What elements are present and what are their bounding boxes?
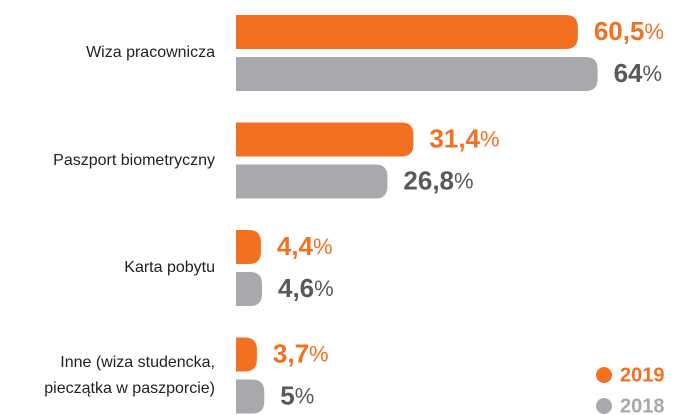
bar [236,337,257,372]
bar [236,379,265,414]
category-label: Paszport biometryczny [53,151,215,169]
legend-marker [596,367,612,383]
value-label: 4,6% [278,273,334,303]
category-label: Karta pobytu [124,259,215,276]
bar [236,122,414,157]
value-label: 26,8% [403,165,473,195]
legend-label: 2019 [620,364,665,386]
value-label: 64% [614,58,662,88]
category-label: Inne (wiza studencka, pieczątka w paszpo… [44,353,215,397]
bar [236,230,261,264]
value-label: 3,7% [273,338,329,368]
value-label: 5% [280,380,314,410]
value-label: 4,4% [277,231,333,261]
bar [236,272,262,306]
bar [236,15,578,49]
bar [236,164,388,199]
value-label: 31,4% [429,123,499,153]
legend-label: 2018 [620,395,665,415]
bar [236,57,598,91]
legend-marker [596,398,612,414]
category-label: Wiza pracownicza [86,44,215,61]
value-label: 60,5% [594,16,664,46]
